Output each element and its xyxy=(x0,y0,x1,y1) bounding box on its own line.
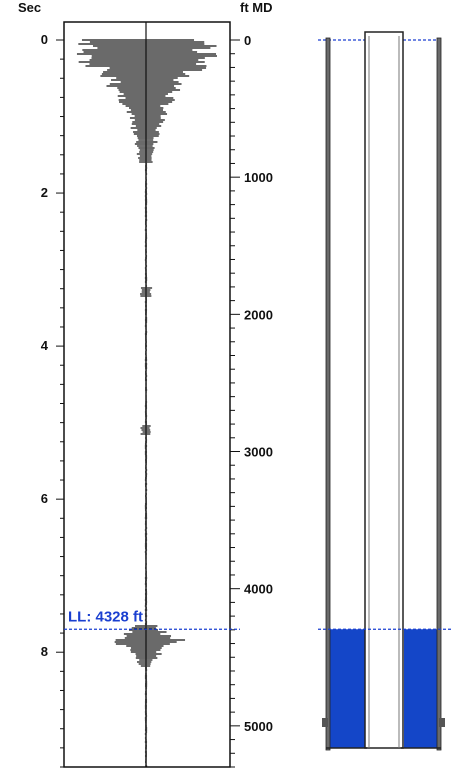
depth-tick-label: 2000 xyxy=(244,307,273,322)
time-tick-label: 8 xyxy=(41,644,48,659)
wellbore-schematic xyxy=(318,31,452,751)
annulus-fluid-right xyxy=(404,629,438,748)
tubing-string xyxy=(364,31,404,749)
trace-frame xyxy=(63,21,231,768)
depth-tick-label: 0 xyxy=(244,33,251,48)
annulus-fluid-left xyxy=(329,629,367,748)
depth-tick-label: 1000 xyxy=(244,170,273,185)
acoustic-trace xyxy=(76,39,217,767)
time-tick-label: 4 xyxy=(41,338,49,353)
packer-right xyxy=(439,718,445,727)
packer-left xyxy=(322,718,328,727)
depth-axis-title: ft MD xyxy=(240,0,273,15)
casing-wall-left xyxy=(325,37,331,751)
casing-wall-right xyxy=(436,37,442,751)
depth-tick-label: 4000 xyxy=(244,582,273,597)
time-tick-label: 6 xyxy=(41,491,48,506)
liquid-level-label: LL: 4328 ft xyxy=(68,608,143,625)
depth-axis: 0 1000 2000 3000 4000 5000 xyxy=(230,33,273,768)
time-tick-label: 0 xyxy=(41,32,48,47)
time-axis-title: Sec xyxy=(18,0,41,15)
depth-tick-label: 3000 xyxy=(244,445,273,460)
time-tick-label: 2 xyxy=(41,185,48,200)
time-axis: 0 2 4 6 8 xyxy=(41,32,64,768)
depth-tick-label: 5000 xyxy=(244,719,273,734)
